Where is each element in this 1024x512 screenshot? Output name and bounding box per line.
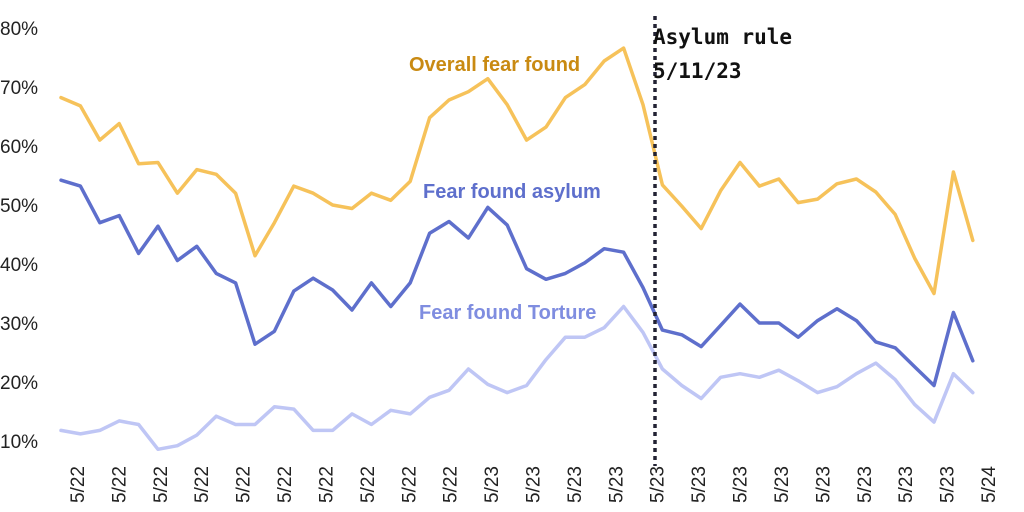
- series-labels: Overall fear found Fear found asylum Fea…: [409, 54, 601, 324]
- x-tick-label: 5/23: [565, 466, 586, 503]
- x-tick-label: 5/23: [648, 466, 669, 503]
- x-tick-label: 5/22: [109, 466, 130, 503]
- y-tick-label: 50%: [0, 196, 38, 217]
- x-tick-label: 5/23: [731, 466, 752, 503]
- y-tick-label: 40%: [0, 255, 38, 276]
- x-tick-label: 5/22: [441, 466, 462, 503]
- x-tick-label: 5/23: [524, 466, 545, 503]
- x-tick-label: 5/22: [275, 466, 296, 503]
- x-tick-label: 5/22: [234, 466, 255, 503]
- series-line-fear-found-asylum: [59, 178, 975, 388]
- x-tick-label: 5/23: [813, 466, 834, 503]
- y-tick-label: 80%: [0, 19, 38, 40]
- series-label-overall: Overall fear found: [409, 54, 580, 76]
- y-axis-ticks: 10% 20% 30% 40% 50% 60% 70% 80%: [0, 19, 38, 453]
- x-tick-label: 5/23: [896, 466, 917, 503]
- x-tick-label: 5/23: [855, 466, 876, 503]
- x-tick-label: 5/23: [772, 466, 793, 503]
- asylum-rule-date: 5/11/23: [653, 59, 742, 83]
- y-tick-label: 70%: [0, 78, 38, 99]
- y-tick-label: 30%: [0, 314, 38, 335]
- series-line-fear-found-torture: [59, 304, 975, 452]
- asylum-rule-label: Asylum rule: [653, 25, 792, 49]
- x-tick-label: 5/22: [151, 466, 172, 503]
- x-tick-label: 5/22: [399, 466, 420, 503]
- y-tick-label: 20%: [0, 373, 38, 394]
- x-tick-label: 5/23: [689, 466, 710, 503]
- series-lines: [59, 46, 975, 452]
- x-tick-label: 5/23: [938, 466, 959, 503]
- x-tick-label: 5/22: [358, 466, 379, 503]
- x-tick-label: 5/23: [482, 466, 503, 503]
- x-axis-ticks: 5/22 5/22 5/22 5/22 5/22 5/22 5/22 5/22 5/22 5/22…: [68, 466, 1000, 503]
- series-line-overall-fear-found: [59, 46, 975, 296]
- x-tick-label: 5/22: [68, 466, 89, 503]
- y-tick-label: 60%: [0, 137, 38, 158]
- x-tick-label: 5/22: [192, 466, 213, 503]
- y-tick-label: 10%: [0, 432, 38, 453]
- series-label-asylum: Fear found asylum: [423, 181, 601, 203]
- x-tick-label: 5/24: [979, 466, 1000, 503]
- x-tick-label: 5/22: [317, 466, 338, 503]
- x-tick-label: 5/23: [606, 466, 627, 503]
- series-label-torture: Fear found Torture: [419, 302, 596, 324]
- asylum-rule-marker: Asylum rule 5/11/23: [653, 16, 792, 466]
